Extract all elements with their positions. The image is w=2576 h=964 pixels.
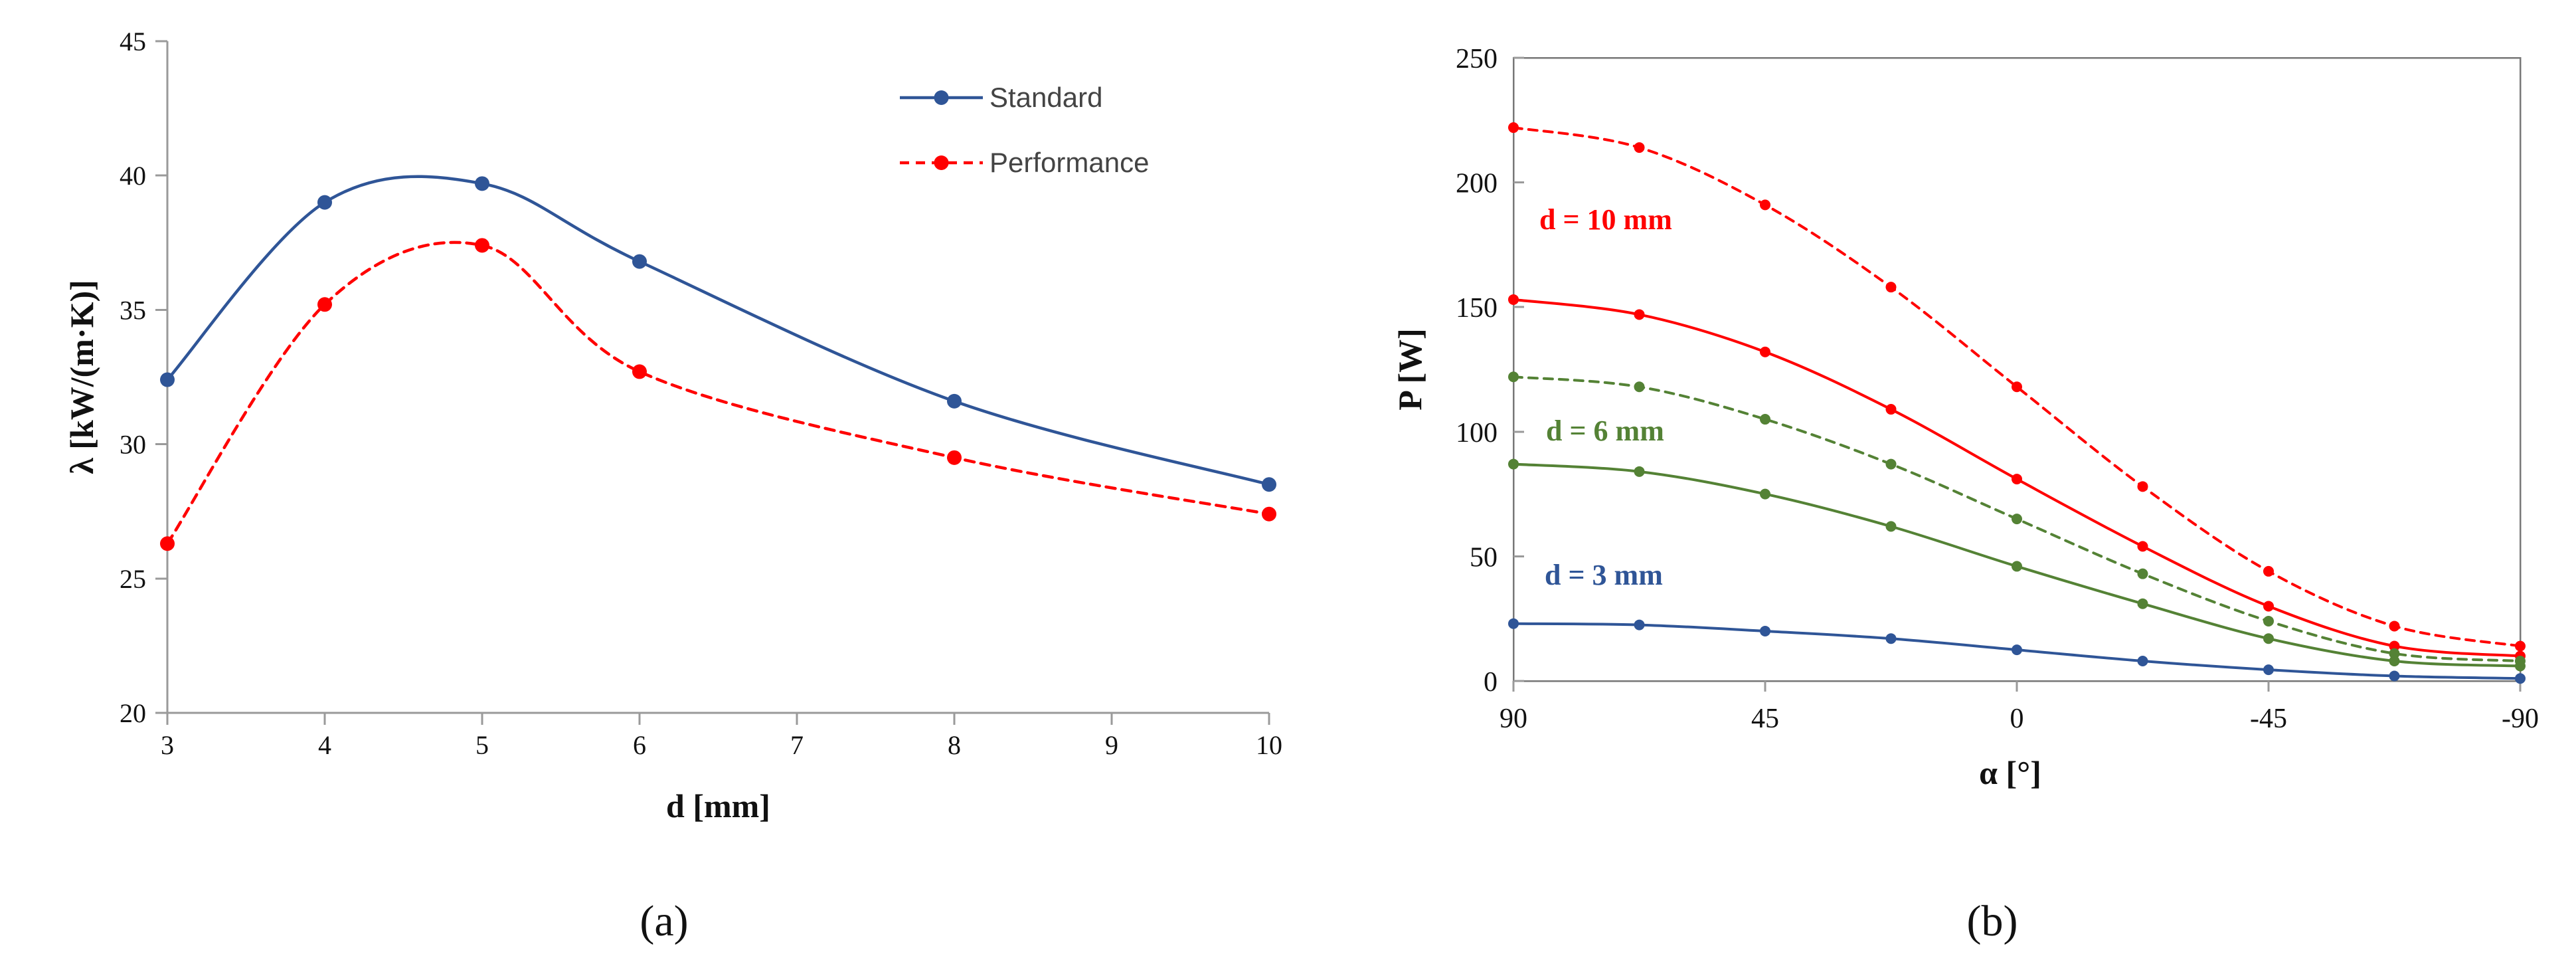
y-axis-title: P [W] xyxy=(1391,328,1428,411)
legend-label-performance: Performance xyxy=(989,147,1149,178)
data-point-series-3 xyxy=(2263,633,2274,644)
data-point-series-1 xyxy=(2012,474,2022,485)
data-point-series-4 xyxy=(1885,633,1897,644)
x-tick-label: -45 xyxy=(2250,704,2287,734)
data-point-standard xyxy=(317,195,332,210)
data-point-series-2 xyxy=(1885,458,1897,470)
plot-frame xyxy=(1512,56,2522,682)
data-point-series-1 xyxy=(2263,601,2274,612)
y-tick-label: 45 xyxy=(120,27,146,56)
panel-b-chart: 0 50 100 150 200 250 90 45 0 -45 -90 α [°] P [W] d = … xyxy=(1391,44,2539,945)
annotation-label: d = 6 mm xyxy=(1546,415,1664,447)
y-axis-title: λ [kW/(m·K)] xyxy=(63,280,100,474)
x-tick-label: 45 xyxy=(1751,704,1779,734)
data-point-series-4 xyxy=(2515,673,2526,684)
series-line-performance xyxy=(165,241,1271,545)
x-tick-label: 0 xyxy=(2010,704,2024,734)
data-point-series-0 xyxy=(1885,282,1897,293)
data-point-series-1 xyxy=(2137,541,2148,552)
legend-label-standard: Standard xyxy=(989,82,1102,113)
y-tick-label: 25 xyxy=(120,564,146,594)
x-tick-label: 9 xyxy=(1105,730,1118,760)
legend-marker-standard xyxy=(934,90,949,105)
data-point-standard xyxy=(947,393,962,409)
y-tick-label: 0 xyxy=(1484,667,1498,698)
data-point-standard xyxy=(160,372,175,387)
panel-label-b: (b) xyxy=(1967,897,2018,945)
data-point-series-4 xyxy=(2263,664,2274,676)
data-point-series-3 xyxy=(1760,488,1770,500)
data-point-series-0 xyxy=(2515,640,2526,652)
data-point-performance xyxy=(475,238,489,253)
data-point-series-4 xyxy=(2137,655,2148,666)
annotation-label: d = 10 mm xyxy=(1539,203,1672,236)
data-point-series-1 xyxy=(2389,640,2400,652)
data-point-series-0 xyxy=(1508,122,1519,134)
data-point-series-1 xyxy=(1760,346,1770,357)
data-point-series-0 xyxy=(1634,142,1645,153)
data-point-series-0 xyxy=(2012,381,2022,393)
data-point-series-3 xyxy=(1508,458,1519,470)
data-point-series-4 xyxy=(2012,644,2022,656)
y-tick-label: 150 xyxy=(1456,293,1498,324)
data-point-series-2 xyxy=(2137,568,2148,579)
x-tick-label: 10 xyxy=(1256,730,1282,760)
data-point-series-2 xyxy=(2389,648,2400,659)
data-point-series-0 xyxy=(2137,481,2148,492)
data-point-series-4 xyxy=(2389,670,2400,682)
y-tick-label: 100 xyxy=(1456,418,1498,448)
data-point-series-2 xyxy=(2012,514,2022,525)
data-point-series-0 xyxy=(2389,621,2400,632)
panel-label-a: (a) xyxy=(640,897,688,945)
data-point-series-0 xyxy=(2263,565,2274,577)
x-tick-label: 5 xyxy=(475,730,489,760)
data-point-series-4 xyxy=(1634,619,1645,630)
data-point-performance xyxy=(632,364,647,379)
data-point-standard xyxy=(632,254,647,269)
data-point-series-4 xyxy=(1508,618,1519,629)
data-point-series-2 xyxy=(2263,615,2274,627)
x-tick-label: 90 xyxy=(1500,704,1527,734)
x-tick-label: 8 xyxy=(948,730,961,760)
y-tick-label: 30 xyxy=(120,430,146,460)
y-tick-label: 40 xyxy=(120,161,146,191)
data-point-series-3 xyxy=(2389,655,2400,666)
data-point-series-1 xyxy=(1508,294,1519,305)
data-point-series-3 xyxy=(2012,561,2022,572)
data-point-performance xyxy=(947,450,962,465)
data-point-series-0 xyxy=(1760,199,1770,211)
x-axis-title: d [mm] xyxy=(666,787,770,824)
data-point-series-3 xyxy=(2515,660,2526,672)
data-point-series-3 xyxy=(1634,466,1645,477)
x-tick-label: 7 xyxy=(790,730,804,760)
x-tick-label: 6 xyxy=(633,730,646,760)
data-point-series-2 xyxy=(1760,414,1770,425)
y-tick-label: 250 xyxy=(1456,44,1498,74)
data-point-series-1 xyxy=(1634,309,1645,320)
data-point-series-4 xyxy=(1760,625,1770,636)
y-tick-label: 35 xyxy=(120,295,146,325)
data-point-series-3 xyxy=(2137,598,2148,609)
series-line-standard xyxy=(165,175,1271,486)
x-tick-label: 4 xyxy=(318,730,331,760)
data-point-series-2 xyxy=(1634,381,1645,393)
data-point-performance xyxy=(160,536,175,551)
data-point-series-1 xyxy=(1885,404,1897,415)
data-point-standard xyxy=(1262,477,1276,492)
x-tick-label: 3 xyxy=(161,730,174,760)
data-point-performance xyxy=(1262,506,1276,522)
annotation-label: d = 3 mm xyxy=(1545,559,1663,591)
data-point-series-3 xyxy=(1885,521,1897,532)
legend-marker-performance xyxy=(934,155,949,170)
y-tick-label: 50 xyxy=(1470,542,1498,573)
y-tick-label: 20 xyxy=(120,698,146,728)
data-point-standard xyxy=(475,176,489,191)
x-axis-title: α [°] xyxy=(1979,754,2041,791)
data-point-series-2 xyxy=(1508,371,1519,383)
data-point-performance xyxy=(317,297,332,312)
y-tick-label: 200 xyxy=(1456,169,1498,199)
x-tick-label: -90 xyxy=(2502,704,2539,734)
